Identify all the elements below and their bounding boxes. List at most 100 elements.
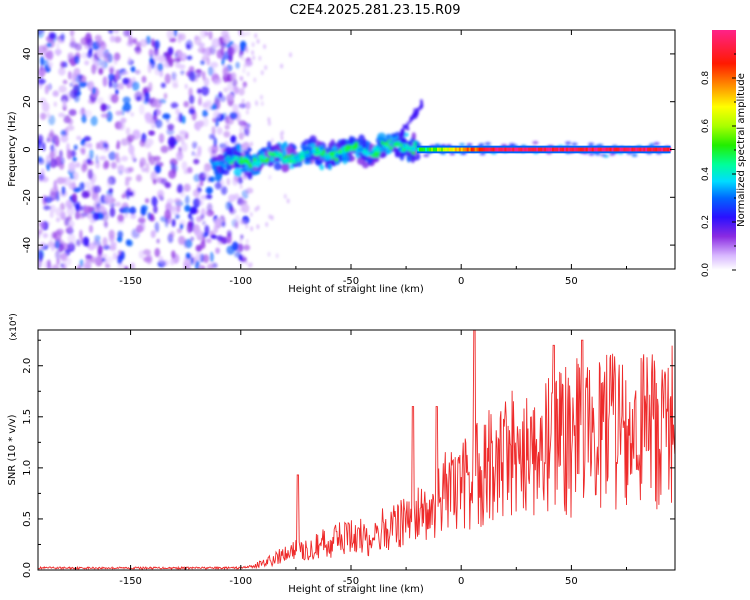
line-cell	[663, 147, 666, 152]
line-cell	[603, 147, 606, 152]
noise-blob	[115, 201, 121, 207]
noise-blob	[241, 189, 249, 200]
noise-blob	[58, 85, 67, 93]
noise-blob	[267, 251, 271, 257]
noise-blob	[109, 245, 117, 251]
noise-blob	[55, 249, 61, 260]
noise-blob	[154, 247, 161, 258]
snr-panel: -150 -100 -50 0 50 0.0 0.5 1.0 1.5 2.0 Height of…	[7, 313, 676, 595]
noise-blob	[129, 191, 134, 197]
noise-blob	[164, 209, 172, 220]
noise-blob	[210, 234, 217, 240]
noise-blob	[251, 50, 255, 56]
ridge-blob	[254, 169, 261, 175]
line-cell	[460, 147, 464, 152]
noise-blob	[250, 226, 254, 232]
noise-blob	[113, 36, 122, 43]
y-tick-label: -40	[22, 237, 33, 253]
line-halo	[532, 141, 539, 145]
line-cell	[435, 147, 438, 152]
x-tick-label: 0	[458, 276, 464, 287]
noise-blob	[151, 38, 155, 47]
spectrogram-x-axis: -150 -100 -50 0 50	[74, 30, 628, 287]
line-halo	[571, 142, 578, 146]
noise-blob	[82, 263, 91, 269]
noise-blob	[203, 254, 209, 264]
noise-blob	[245, 46, 249, 52]
noise-blob	[203, 77, 210, 87]
line-halo	[423, 153, 430, 158]
noise-blob	[160, 82, 166, 89]
ridge-core	[297, 156, 301, 162]
ridge-blob	[233, 167, 242, 177]
noise-blob	[242, 253, 246, 259]
y-tick-label: 1.0	[22, 460, 33, 476]
noise-blob	[85, 254, 93, 259]
noise-blob	[115, 89, 119, 95]
noise-blob	[151, 123, 156, 129]
snr-x-axis: -150 -100 -50 0 50	[74, 330, 628, 587]
noise-blob	[141, 167, 147, 173]
noise-blob	[139, 157, 147, 167]
noise-blob	[196, 121, 200, 132]
noise-blob	[171, 72, 177, 81]
noise-blob	[197, 88, 202, 94]
noise-blob	[141, 75, 147, 83]
noise-blob	[166, 128, 175, 136]
noise-blob	[239, 184, 243, 189]
noise-blob	[121, 155, 129, 162]
noise-blob	[144, 198, 150, 204]
line-cell	[452, 147, 456, 152]
line-cell	[417, 147, 420, 152]
ridge-core	[357, 147, 364, 152]
noise-blob	[102, 76, 108, 87]
x-tick-label: 0	[458, 576, 464, 587]
noise-blob	[250, 141, 253, 147]
noise-blob	[154, 39, 160, 50]
noise-blob	[177, 183, 184, 194]
x-tick-label: 50	[565, 276, 578, 287]
noise-blob	[126, 189, 130, 200]
noise-blob	[39, 221, 47, 229]
y-tick-label: 0.0	[22, 562, 33, 578]
ridge-core	[254, 161, 262, 165]
ridge-core	[248, 163, 253, 169]
noise-blob	[88, 47, 93, 55]
noise-blob	[210, 61, 219, 68]
line-cell	[569, 147, 573, 152]
snr-y-axis: 0.0 0.5 1.0 1.5 2.0	[22, 339, 675, 578]
noise-blob	[200, 30, 207, 39]
noise-blob	[243, 63, 247, 69]
noise-blob	[174, 198, 182, 204]
noise-blob	[154, 221, 160, 233]
noise-blob	[260, 70, 264, 76]
noise-blob	[191, 151, 196, 156]
y-tick-label: 20	[22, 95, 33, 108]
noise-blob	[98, 140, 105, 151]
ridge-core	[284, 159, 290, 162]
noise-blob	[164, 73, 171, 84]
ridge-core	[388, 146, 393, 150]
noise-blob	[206, 203, 213, 213]
line-cell	[474, 147, 477, 152]
line-cell	[476, 147, 479, 152]
noise-blob	[184, 238, 193, 249]
noise-blob	[87, 169, 94, 180]
noise-blob	[179, 223, 184, 230]
noise-blob	[286, 198, 290, 204]
noise-blob	[79, 259, 84, 268]
line-cell	[478, 147, 481, 152]
noise-blob	[75, 239, 82, 247]
noise-blob	[88, 142, 93, 149]
noise-blob	[126, 134, 135, 142]
noise-blob	[205, 103, 212, 111]
line-halo	[478, 143, 485, 147]
noise-blob	[180, 135, 185, 145]
noise-blob	[147, 212, 151, 220]
noise-blob	[168, 206, 177, 212]
line-cell	[611, 147, 614, 152]
noise-blob	[195, 230, 204, 238]
noise-blob	[128, 144, 135, 155]
noise-blob	[227, 46, 235, 57]
line-cell	[524, 147, 527, 152]
